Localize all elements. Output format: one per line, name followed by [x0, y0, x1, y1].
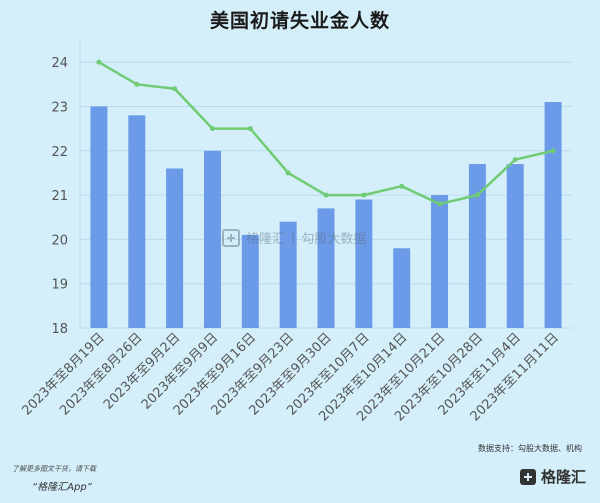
brand-logo-icon: [519, 468, 536, 485]
bar: [468, 164, 486, 328]
watermark-divider: |: [291, 230, 296, 245]
y-tick-label: 24: [51, 56, 68, 71]
brand-logo-text: 格隆汇: [540, 468, 586, 486]
line-point: [512, 157, 518, 163]
line-series: [96, 59, 556, 207]
source-note: 数据支持：勾股大数据、机构: [478, 444, 582, 453]
y-tick-label: 20: [51, 233, 68, 248]
watermark-left-text: 格隆汇: [246, 232, 286, 247]
line-point: [399, 183, 405, 189]
chart-title: 美国初请失业金人数: [209, 10, 390, 32]
line-point: [209, 126, 215, 132]
watermark-right-text: 勾股大数据: [301, 232, 367, 247]
bar: [544, 102, 562, 329]
footer-app-name: “格隆汇App”: [32, 482, 92, 493]
line-point: [134, 81, 140, 87]
bar: [393, 248, 411, 328]
bar: [506, 164, 524, 328]
bar: [279, 221, 297, 328]
line-point: [361, 192, 367, 198]
x-axis-ticks: 2023年至8月19日2023年至8月26日2023年至9月2日2023年至9月…: [19, 330, 561, 424]
line-point: [474, 192, 480, 198]
bar: [241, 234, 259, 328]
footer-note: 了解更多图文干货，请下载: [12, 465, 96, 473]
bar: [431, 195, 449, 328]
line-point: [323, 192, 329, 198]
line-point: [172, 86, 178, 92]
line-point: [285, 170, 291, 176]
line-point: [437, 201, 443, 207]
y-tick-label: 19: [51, 278, 68, 293]
bar-series: [90, 102, 562, 329]
bar: [203, 150, 221, 328]
y-tick-label: 18: [51, 322, 68, 337]
line-point: [96, 59, 102, 65]
bar: [166, 168, 184, 328]
bar: [90, 106, 108, 328]
bar: [128, 115, 146, 328]
bar: [355, 199, 373, 328]
bar: [317, 208, 335, 328]
brand-logo: 格隆汇: [519, 466, 586, 487]
chart-area: 18 19 20 21 22 23 24 2023年至8月19日2023年至8月26日202…: [19, 40, 572, 424]
watermark-logo-icon: [222, 228, 240, 247]
y-tick-label: 21: [51, 189, 68, 204]
line-point: [247, 126, 253, 132]
y-tick-label: 22: [51, 145, 68, 160]
y-axis-ticks: 18 19 20 21 22 23 24: [51, 56, 68, 337]
watermark: 格隆汇 | 勾股大数据: [222, 228, 366, 247]
y-tick-label: 23: [51, 100, 68, 115]
line-point: [550, 148, 556, 154]
